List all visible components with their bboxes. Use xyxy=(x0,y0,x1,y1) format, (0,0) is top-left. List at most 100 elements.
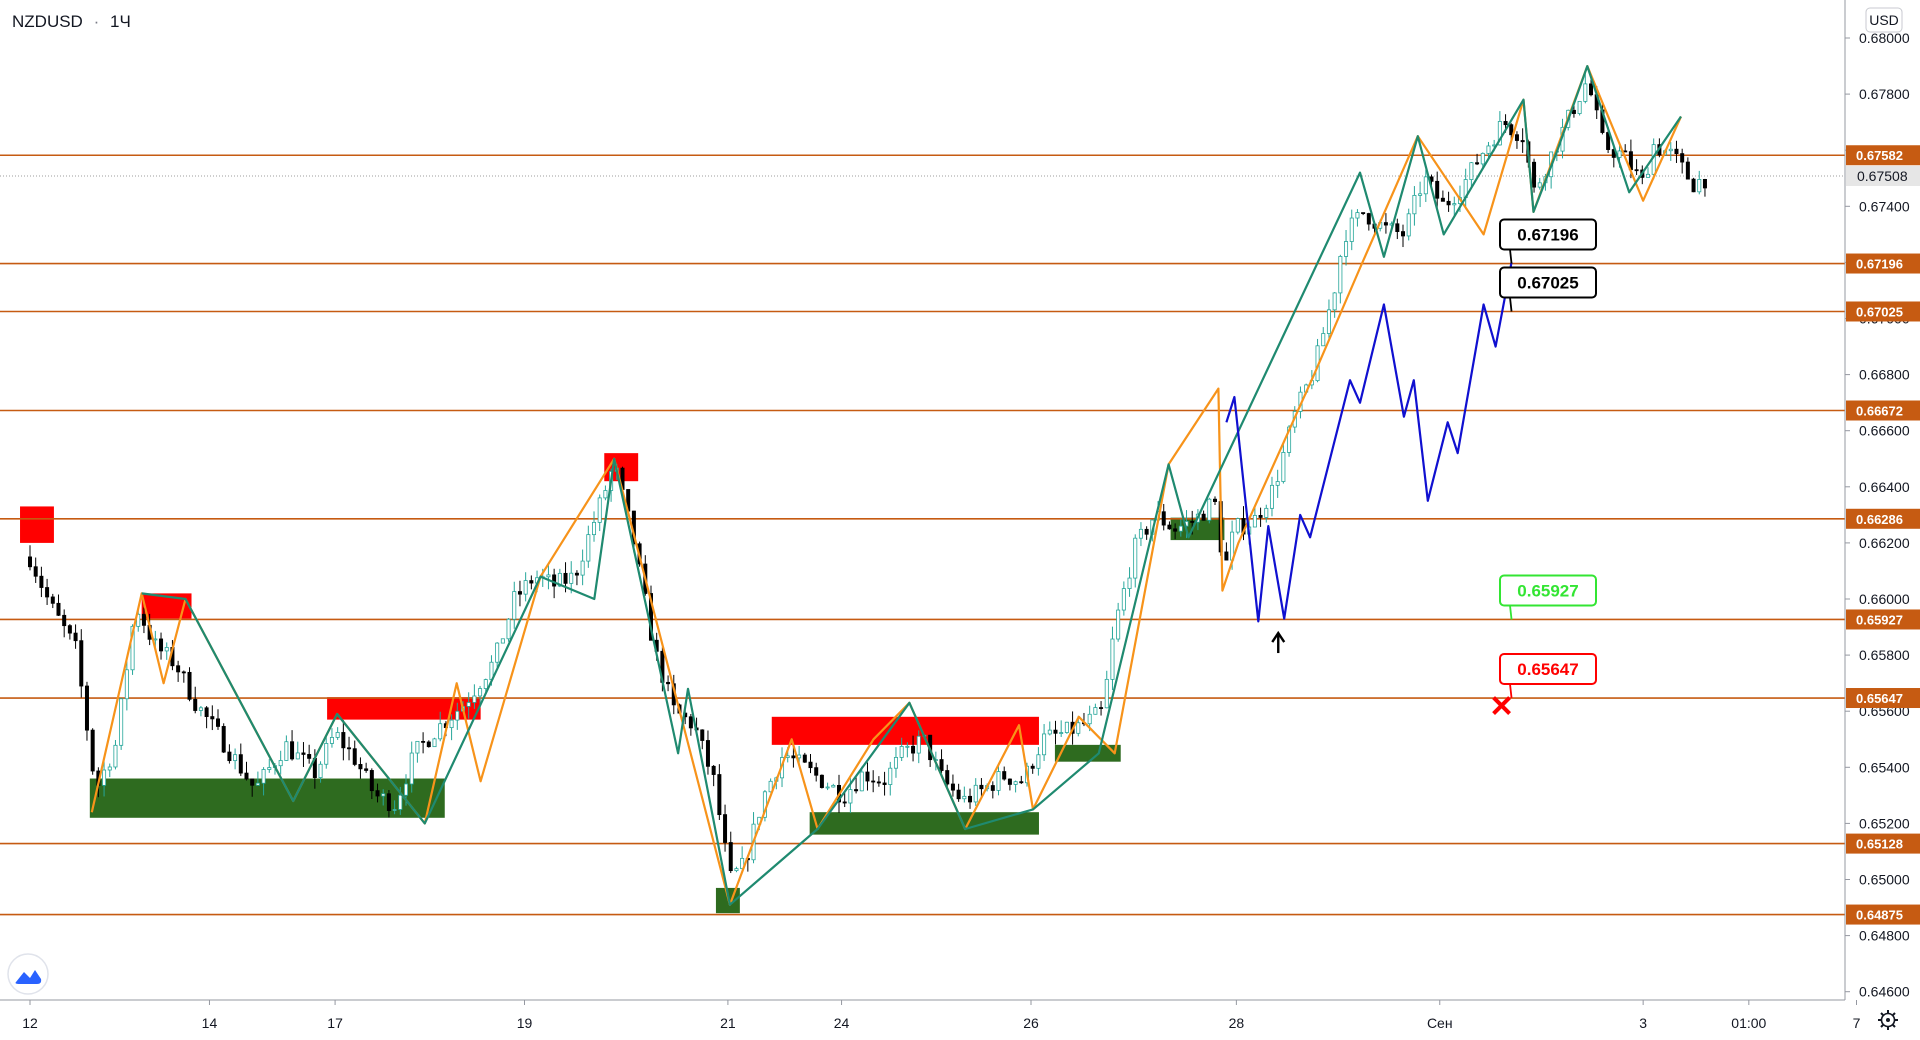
currency-label: USD xyxy=(1869,12,1899,28)
level-label-5: 0.65927 xyxy=(1856,612,1903,627)
candle-241 xyxy=(1401,224,1406,248)
candle-218 xyxy=(1269,476,1274,517)
y-tick-label-16: 0.64800 xyxy=(1859,928,1910,944)
y-tick-label-15: 0.65000 xyxy=(1859,872,1910,888)
candle-70 xyxy=(426,740,431,748)
candle-179 xyxy=(1047,721,1052,736)
candle-149 xyxy=(876,776,881,787)
candle-88 xyxy=(529,575,534,590)
candle-219 xyxy=(1275,469,1280,498)
callout-label-2: 0.65927 xyxy=(1517,581,1578,600)
candle-207 xyxy=(1207,497,1212,524)
candle-8 xyxy=(73,624,78,649)
demand-zone-0 xyxy=(89,778,445,818)
candle-63 xyxy=(386,790,391,818)
candle-194 xyxy=(1133,534,1138,588)
zigzag-layer xyxy=(90,64,1683,906)
symbol-name: NZDUSD xyxy=(12,12,83,31)
candle-208 xyxy=(1213,496,1218,506)
projection-layer xyxy=(1225,262,1513,623)
candle-293 xyxy=(1697,170,1702,195)
candle-191 xyxy=(1116,602,1121,642)
candle-41 xyxy=(261,767,266,796)
candle-212 xyxy=(1235,517,1240,535)
callout-0: 0.67196 xyxy=(1499,218,1597,264)
x-tick-label-11: 7 xyxy=(1853,1015,1861,1031)
candle-235 xyxy=(1366,212,1371,231)
candle-172 xyxy=(1007,778,1012,791)
tradingview-logo[interactable] xyxy=(7,953,49,995)
candle-242 xyxy=(1406,208,1411,241)
currency-button[interactable]: USD xyxy=(1865,7,1903,33)
candle-98 xyxy=(586,525,591,568)
candle-95 xyxy=(569,561,574,594)
candle-255 xyxy=(1480,152,1485,168)
svg-text:NZDUSD · 1Ч: NZDUSD · 1Ч xyxy=(12,12,131,31)
candle-99 xyxy=(592,511,597,542)
candle-265 xyxy=(1537,177,1542,190)
candle-58 xyxy=(358,757,363,779)
candle-35 xyxy=(227,744,232,764)
candle-137 xyxy=(808,753,813,774)
x-tick-label-8: Сен xyxy=(1427,1015,1453,1031)
demand-zone-2 xyxy=(809,812,1039,835)
candle-164 xyxy=(962,786,967,803)
candle-254 xyxy=(1475,153,1480,166)
level-tag-2 xyxy=(1846,301,1920,322)
y-tick-label-17: 0.64600 xyxy=(1859,984,1910,1000)
candle-45 xyxy=(284,735,289,761)
candle-188 xyxy=(1099,701,1104,716)
candle-180 xyxy=(1053,720,1058,745)
candle-229 xyxy=(1332,292,1337,318)
callout-label-1: 0.67025 xyxy=(1517,273,1578,292)
candle-16 xyxy=(119,698,124,750)
candle-189 xyxy=(1104,670,1109,709)
candle-72 xyxy=(438,711,443,742)
symbol-title[interactable]: NZDUSD · 1Ч xyxy=(12,12,131,31)
gear-icon-teeth xyxy=(1878,1010,1898,1030)
candle-46 xyxy=(290,730,295,761)
candle-40 xyxy=(255,771,260,786)
supply-zone-3 xyxy=(327,697,481,720)
candle-231 xyxy=(1344,229,1349,266)
interval-label: 1Ч xyxy=(110,12,131,31)
candle-26 xyxy=(176,660,181,682)
candle-6 xyxy=(62,609,67,638)
candle-260 xyxy=(1509,123,1514,140)
candle-100 xyxy=(597,494,602,532)
candle-51 xyxy=(318,761,323,783)
y-tick-label-3: 0.67400 xyxy=(1859,198,1910,214)
x-tick-label-1: 14 xyxy=(202,1015,218,1031)
zones-layer xyxy=(20,453,1225,914)
candle-64 xyxy=(392,800,397,815)
y-tick-label-6: 0.66800 xyxy=(1859,367,1910,383)
current-price-label: 0.67508 xyxy=(1857,168,1908,184)
x-tick-label-3: 19 xyxy=(517,1015,533,1031)
candle-264 xyxy=(1532,158,1537,193)
candle-147 xyxy=(865,762,870,791)
callout-label-0: 0.67196 xyxy=(1517,226,1578,245)
callout-3: 0.65647 xyxy=(1499,653,1597,699)
candle-139 xyxy=(819,774,824,789)
candle-282 xyxy=(1634,159,1639,176)
candle-187 xyxy=(1093,703,1098,715)
candle-0 xyxy=(27,545,32,571)
candle-82 xyxy=(495,642,500,668)
candle-96 xyxy=(574,570,579,586)
candle-290 xyxy=(1680,148,1685,174)
candle-156 xyxy=(916,730,921,764)
candle-200 xyxy=(1167,521,1172,530)
candle-38 xyxy=(244,761,249,781)
settings-button[interactable] xyxy=(1878,1010,1898,1030)
candle-170 xyxy=(996,763,1001,796)
callout-2: 0.65927 xyxy=(1499,574,1597,620)
zigzag-down-line xyxy=(141,64,1682,906)
cloud-icon xyxy=(15,970,42,984)
candle-28 xyxy=(187,667,192,702)
candle-143 xyxy=(842,792,847,808)
projection-path xyxy=(1225,262,1513,623)
candle-79 xyxy=(478,685,483,704)
candle-14 xyxy=(107,763,112,778)
time-axis[interactable] xyxy=(0,1000,1920,1040)
